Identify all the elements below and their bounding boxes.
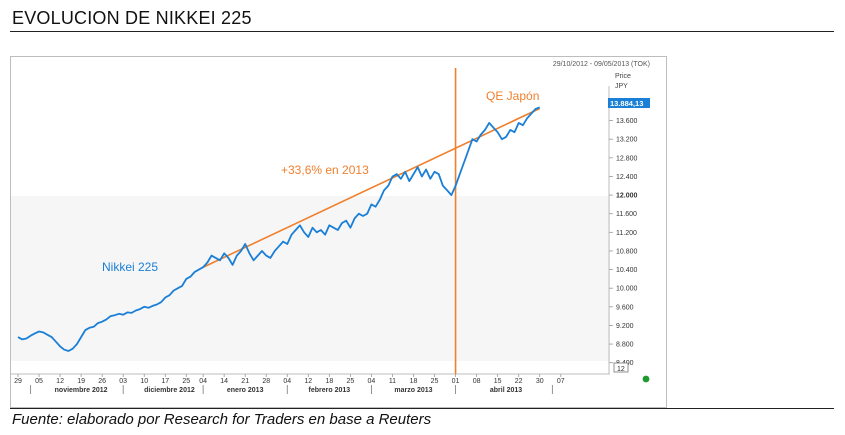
series-line-nikkei-225 <box>17 106 541 352</box>
trend-label: +33,6% en 2013 <box>281 163 369 177</box>
status-dot <box>642 375 650 383</box>
last-tick-box <box>613 362 629 373</box>
last-value-text: 13.884,13 <box>610 99 643 108</box>
x-tick-label: 15 <box>494 378 502 385</box>
x-tick-label: 10 <box>140 378 148 385</box>
y-tick-label: 10.000 <box>616 286 638 293</box>
page-title: EVOLUCION DE NIKKEI 225 <box>12 8 252 28</box>
y-tick-label: 12.000 <box>616 193 638 200</box>
y-tick-label: 13.600 <box>616 118 638 125</box>
y-tick-label: 11.200 <box>616 230 637 237</box>
plot-lower-shade <box>11 196 610 361</box>
x-tick-label: 29 <box>14 378 22 385</box>
date-range-label: 29/10/2012 - 09/05/2013 (TOK) <box>553 61 650 68</box>
y-axis-unit: JPY <box>615 83 628 90</box>
y-tick-label: 9.600 <box>616 304 634 311</box>
x-month-labels: noviembre 2012 diciembre 2012 enero 2013 fe… <box>30 385 553 394</box>
x-tick-label: 25 <box>431 378 439 385</box>
x-tick-label: 04 <box>368 378 376 385</box>
y-tick-label: 10.400 <box>616 267 638 274</box>
x-month-label: abril 2013 <box>490 387 522 394</box>
x-ticks: 29 05 12 19 26 03 10 17 25 04 14 21 28 04 12 18 25 04 11 18… <box>14 374 565 385</box>
x-month-label: febrero 2013 <box>309 387 351 394</box>
x-tick-label: 17 <box>161 378 169 385</box>
x-tick-label: 30 <box>536 378 544 385</box>
y-tick-label: 8.800 <box>616 342 634 349</box>
x-tick-label: 05 <box>35 378 43 385</box>
title-divider <box>10 31 834 32</box>
x-tick-label: 08 <box>473 378 481 385</box>
x-tick-label: 25 <box>346 378 354 385</box>
x-month-label: noviembre 2012 <box>55 387 108 394</box>
y-tick-label: 11.600 <box>616 211 637 218</box>
y-tick-label: 10.800 <box>616 248 638 255</box>
y-tick-label: 12.400 <box>616 174 638 181</box>
nikkei-chart: 29/10/2012 - 09/05/2013 (TOK) Price JPY … <box>10 61 650 394</box>
x-tick-label: 18 <box>325 378 333 385</box>
x-tick-label: 12 <box>304 378 312 385</box>
last-tick-text: 12 <box>617 366 625 373</box>
series-label: Nikkei 225 <box>102 260 158 274</box>
x-tick-label: 04 <box>199 378 207 385</box>
y-tick-label: 9.200 <box>616 323 634 330</box>
x-tick-label: 03 <box>119 378 127 385</box>
x-tick-label: 11 <box>389 378 396 385</box>
x-tick-label: 25 <box>182 378 190 385</box>
x-tick-label: 19 <box>77 378 85 385</box>
x-tick-label: 14 <box>220 378 228 385</box>
x-tick-label: 28 <box>262 378 270 385</box>
trend-line <box>202 107 541 268</box>
x-tick-label: 21 <box>241 378 249 385</box>
y-ticks: 8.4008.8009.2009.60010.00010.40010.80011… <box>609 99 638 367</box>
x-tick-label: 01 <box>452 378 460 385</box>
y-axis-title: Price <box>615 73 631 80</box>
x-month-label: marzo 2013 <box>394 387 432 394</box>
x-tick-label: 12 <box>56 378 64 385</box>
source-note: Fuente: elaborado por Research for Trade… <box>12 411 432 428</box>
x-month-label: enero 2013 <box>227 387 264 394</box>
x-month-label: diciembre 2012 <box>144 387 195 394</box>
x-tick-label: 07 <box>557 378 565 385</box>
footer-divider <box>10 408 834 409</box>
last-value-badge <box>608 98 650 108</box>
x-tick-label: 04 <box>283 378 291 385</box>
x-tick-label: 22 <box>515 378 523 385</box>
x-tick-label: 18 <box>410 378 418 385</box>
x-tick-label: 26 <box>98 378 106 385</box>
qe-label: QE Japón <box>486 89 539 103</box>
y-tick-label: 13.200 <box>616 137 638 144</box>
y-tick-label: 12.800 <box>616 155 638 162</box>
